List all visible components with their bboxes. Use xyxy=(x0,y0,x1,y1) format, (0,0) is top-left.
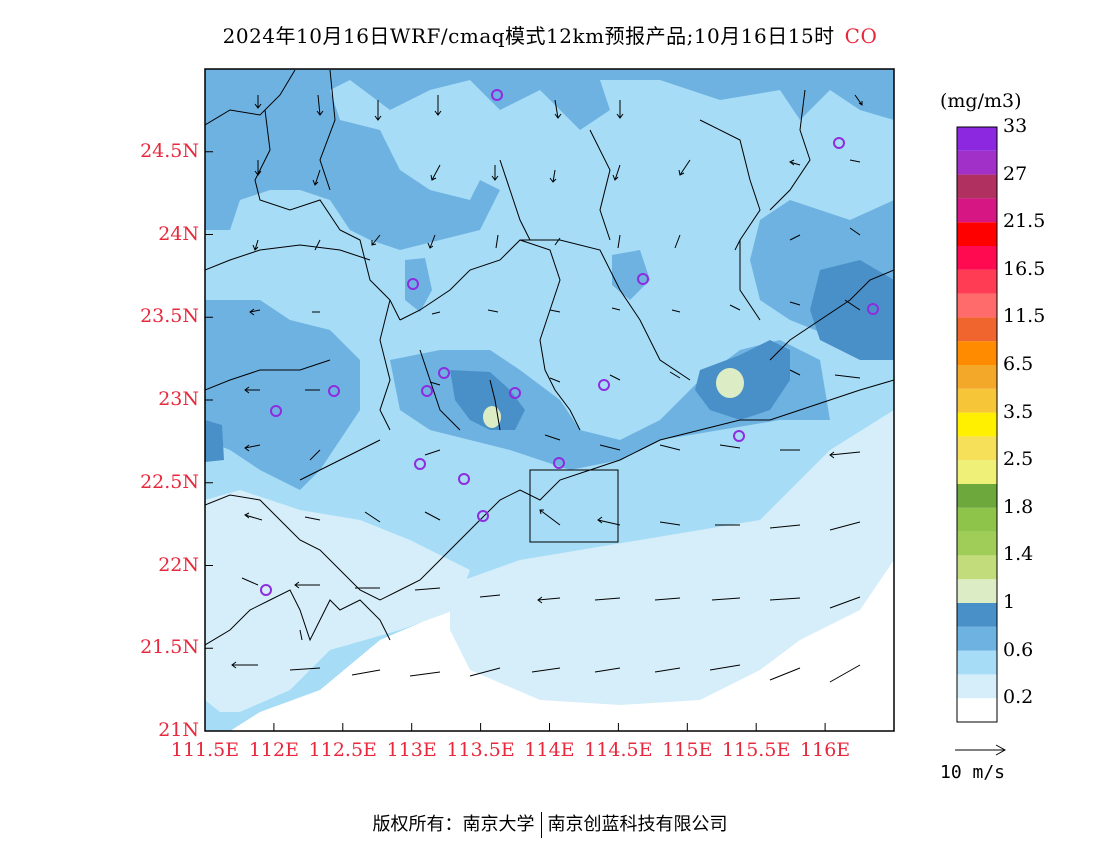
legend-label: 3.5 xyxy=(1003,400,1034,423)
title-species: CO xyxy=(844,24,878,48)
lat-label: 24N xyxy=(158,222,199,245)
field-dark-west xyxy=(205,420,224,462)
field-lightest-2 xyxy=(450,410,894,705)
lon-label: 116E xyxy=(800,739,851,761)
legend-swatch xyxy=(957,674,997,699)
legend-swatch xyxy=(957,507,997,532)
legend-label: 16.5 xyxy=(1003,257,1046,280)
legend-swatch xyxy=(957,460,997,484)
lon-label: 114E xyxy=(524,739,575,761)
copyright-footer: 版权所有：南京大学 南京创蓝科技有限公司 xyxy=(0,810,1100,838)
legend-label: 21.5 xyxy=(1003,210,1046,233)
monitoring-sites xyxy=(260,89,879,596)
lon-label: 111.5E xyxy=(170,739,240,761)
footer-separator xyxy=(540,812,542,838)
legend-swatch xyxy=(957,579,997,603)
legend-label: 1 xyxy=(1003,591,1016,613)
legend-swatch xyxy=(957,555,997,580)
legend-swatch xyxy=(957,531,997,556)
field-medium-west xyxy=(205,300,360,490)
footer-left: 版权所有：南京大学 xyxy=(372,814,535,835)
field-medium-north xyxy=(205,69,894,250)
lat-label: 23.5N xyxy=(140,305,199,328)
footer-right: 南京创蓝科技有限公司 xyxy=(547,814,728,835)
legend-label: 11.5 xyxy=(1003,305,1046,328)
hotspot-east xyxy=(716,368,744,398)
field-dark-ne xyxy=(810,260,894,360)
legend-swatch xyxy=(957,293,997,318)
wind-arrows xyxy=(231,94,863,683)
field-lightest xyxy=(205,490,470,712)
legend-label: 0.2 xyxy=(1003,686,1034,709)
field-medium-blob2 xyxy=(612,250,650,300)
lat-label: 23N xyxy=(158,388,199,410)
legend-swatch xyxy=(957,436,997,461)
legend-swatch xyxy=(957,484,997,508)
wind-reference-arrow xyxy=(955,744,1007,756)
legend-unit: (mg/m3) xyxy=(940,90,1022,112)
legend-swatch xyxy=(957,341,997,365)
legend-swatch xyxy=(957,626,997,651)
legend-swatch xyxy=(957,198,997,223)
legend-swatch xyxy=(957,222,997,246)
lon-label: 112.5E xyxy=(308,739,377,761)
legend-swatch xyxy=(957,365,997,389)
lon-label: 113E xyxy=(386,739,437,761)
legend-label: 1.4 xyxy=(1003,543,1034,566)
lon-label: 114.5E xyxy=(584,739,653,761)
legend-swatch xyxy=(957,246,997,270)
legend-colorbar xyxy=(956,126,998,723)
legend-swatch xyxy=(957,174,997,199)
legend-swatch xyxy=(957,127,997,151)
lat-label: 22N xyxy=(158,553,199,576)
legend-label: 33 xyxy=(1003,115,1028,137)
legend-swatch xyxy=(957,317,997,342)
legend-swatch xyxy=(957,388,997,413)
legend-swatch xyxy=(957,603,997,627)
lon-label: 115.5E xyxy=(722,739,791,761)
lon-label: 115E xyxy=(662,739,713,761)
lon-label: 113.5E xyxy=(446,739,515,761)
coastline-west xyxy=(205,589,391,646)
shenzhen-box xyxy=(529,469,619,543)
lat-label: 21.5N xyxy=(140,636,199,659)
concentration-field xyxy=(205,69,894,731)
legend-swatch xyxy=(957,698,997,722)
legend-swatch xyxy=(957,412,997,437)
wind-reference-label: 10 m/s xyxy=(940,762,1006,783)
lat-label: 22.5N xyxy=(140,470,199,493)
legend-label: 6.5 xyxy=(1003,353,1034,375)
legend-swatch xyxy=(957,650,997,675)
admin-boundaries xyxy=(205,69,894,481)
lat-label: 21N xyxy=(158,719,199,741)
field-dark-prd xyxy=(450,370,525,430)
legend-swatch xyxy=(957,269,997,294)
coastline xyxy=(205,379,894,601)
map-title: 2024年10月16日WRF/cmaq模式12km预报产品;10月16日15时 C… xyxy=(0,20,1100,49)
legend-label: 1.8 xyxy=(1003,495,1034,518)
lon-label: 112E xyxy=(248,739,299,761)
legend-swatch xyxy=(957,150,997,175)
legend-label: 0.6 xyxy=(1003,638,1034,661)
legend-label: 27 xyxy=(1003,162,1028,185)
lat-label: 24.5N xyxy=(140,139,199,162)
title-main: 2024年10月16日WRF/cmaq模式12km预报产品;10月16日15时 xyxy=(222,24,835,48)
legend-label: 2.5 xyxy=(1003,448,1034,471)
